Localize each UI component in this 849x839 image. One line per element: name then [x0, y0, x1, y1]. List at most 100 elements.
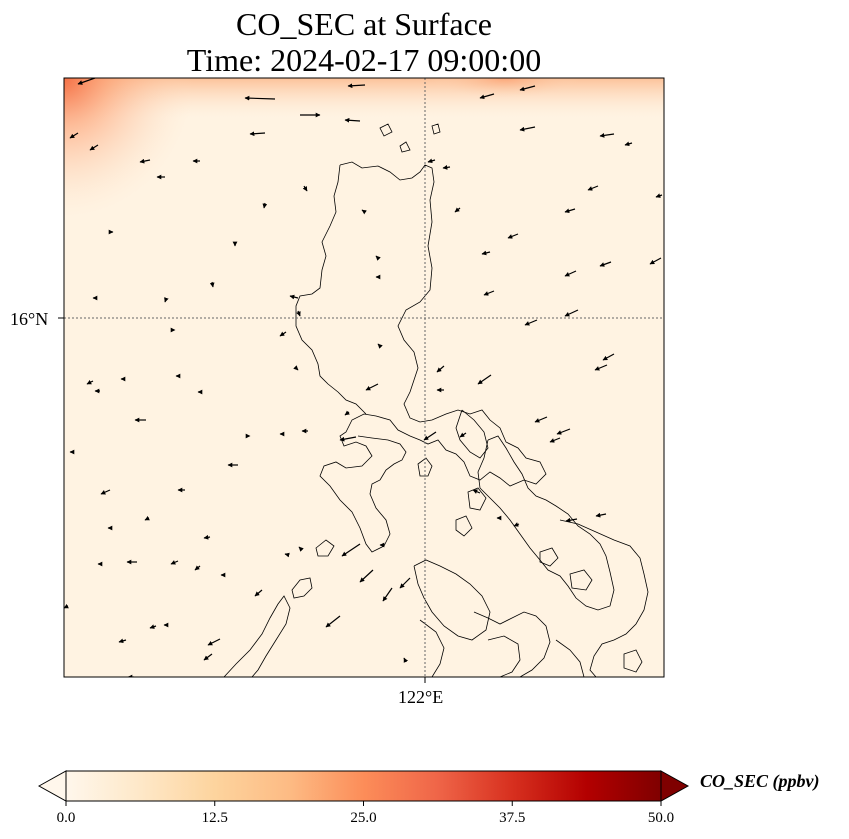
wind-arrow: [344, 117, 361, 123]
coastline-samar: [559, 519, 649, 677]
wind-arrow: [194, 565, 201, 571]
wind-arrow: [170, 560, 179, 565]
wind-arrow: [513, 522, 520, 527]
wind-arrow: [423, 431, 437, 441]
coastline-south-islands: [419, 619, 585, 677]
coastline-luzon: [295, 161, 547, 553]
wind-arrow: [377, 343, 383, 349]
wind-arrow: [454, 207, 461, 213]
map-area: [64, 78, 664, 677]
wind-arrow: [347, 83, 366, 89]
coastline-palawan: [223, 595, 291, 677]
map-title-line2: Time: 2024-02-17 09:00:00: [186, 42, 542, 78]
wind-arrow: [649, 257, 662, 265]
wind-arrow: [86, 379, 94, 385]
colorbar-tick-label: 0.0: [56, 810, 76, 826]
wind-arrow: [436, 365, 445, 373]
wind-arrow: [595, 512, 607, 518]
wind-arrow: [203, 653, 213, 661]
wind-arrow: [399, 577, 411, 589]
wind-vectors: [64, 78, 663, 677]
wind-arrow: [382, 587, 393, 602]
wind-arrow: [249, 131, 266, 137]
wind-arrow: [534, 416, 548, 423]
wind-arrow: [262, 202, 268, 209]
wind-arrow: [139, 158, 151, 164]
colorbar-tick-label: 50.0: [647, 810, 675, 826]
lon-gridline-label: 122°E: [398, 687, 444, 707]
lat-gridline-label: 16°N: [10, 309, 49, 329]
wind-arrow: [587, 185, 599, 191]
wind-arrow: [519, 85, 536, 92]
wind-arrow: [556, 428, 571, 435]
wind-arrow: [339, 436, 357, 442]
wind-arrow: [507, 233, 519, 239]
wind-arrow: [100, 489, 111, 495]
coastline-panay: [473, 611, 551, 677]
wind-arrow: [244, 95, 276, 101]
wind-arrow: [564, 270, 577, 277]
colorbar-extend-min: [37, 770, 67, 802]
gridlines: [64, 78, 664, 677]
wind-arrow: [254, 589, 263, 597]
wind-arrow: [164, 297, 169, 303]
colorbar-label: CO_SEC (ppbv): [700, 771, 820, 791]
wind-arrow: [298, 546, 304, 552]
high-concentration-corner: [64, 78, 194, 218]
wind-arrow: [118, 638, 127, 644]
wind-arrow: [375, 255, 381, 261]
wind-arrow: [69, 132, 79, 139]
wind-arrow: [149, 624, 157, 629]
wind-arrow: [599, 261, 612, 267]
wind-arrow: [359, 569, 374, 583]
wind-arrow: [341, 543, 361, 557]
wind-arrow: [279, 331, 287, 337]
wind-arrow: [565, 517, 578, 523]
wind-arrow: [89, 144, 99, 151]
wind-arrow: [599, 133, 615, 138]
coastline-bicol: [455, 409, 615, 611]
wind-arrow: [293, 365, 299, 371]
wind-arrow: [296, 310, 301, 317]
wind-arrow: [481, 250, 491, 256]
wind-arrow: [284, 552, 290, 558]
wind-arrow: [344, 410, 350, 416]
coastline-calamian: [291, 539, 335, 599]
coastlines: [223, 123, 649, 677]
wind-arrow: [302, 185, 308, 192]
wind-arrow: [403, 657, 409, 663]
wind-arrow: [519, 126, 536, 132]
wind-arrow: [483, 290, 495, 296]
colorbar-bar: [65, 770, 662, 802]
colorbar-ticks: [65, 801, 662, 806]
wind-arrow: [602, 353, 615, 361]
map-title-line1: CO_SEC at Surface: [236, 6, 492, 42]
wind-arrow: [524, 319, 538, 326]
wind-arrow: [427, 158, 436, 164]
colorbar-tick-label: 12.5: [201, 810, 228, 826]
wind-arrow: [564, 208, 576, 214]
colorbar-extend-max: [660, 770, 690, 802]
colorbar-tick-label: 37.5: [499, 810, 526, 826]
wind-arrow: [289, 294, 299, 300]
wind-arrow: [472, 489, 481, 494]
wind-arrow: [207, 638, 221, 646]
wind-arrow: [655, 193, 663, 198]
wind-arrow: [361, 209, 367, 215]
wind-arrow: [549, 437, 561, 443]
wind-arrow: [459, 432, 467, 438]
wind-arrow: [479, 93, 495, 100]
wind-arrow: [564, 309, 579, 317]
wind-arrow: [624, 141, 633, 147]
wind-arrow: [64, 603, 69, 609]
coastline-small-islands-north: [379, 123, 643, 673]
high-concentration-patch: [430, 78, 580, 118]
wind-arrow: [442, 165, 451, 170]
colorbar-tick-label: 25.0: [350, 810, 377, 826]
wind-arrow: [594, 364, 608, 371]
wind-arrow: [77, 78, 96, 85]
wind-arrow: [203, 534, 211, 540]
wind-arrow: [144, 515, 150, 521]
map-frame: [63, 77, 665, 678]
